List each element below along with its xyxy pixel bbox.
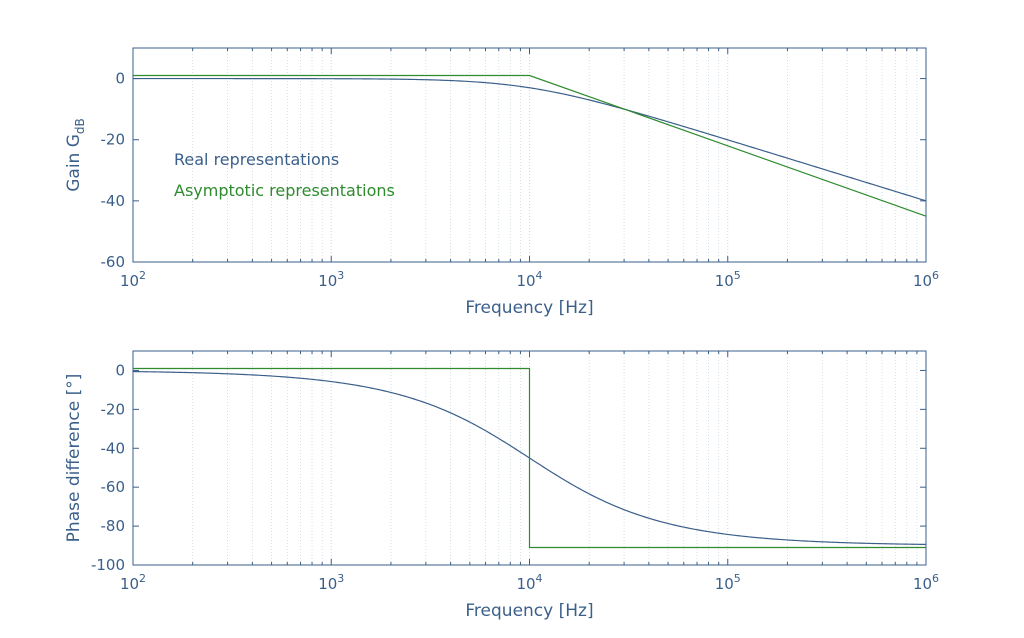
phase-plot: 102 103 104 105 106 0 -20 -40 -60 -80 -100 Frequenc… (64, 350, 939, 621)
y-tick-label: -20 (101, 400, 126, 418)
phase-y-axis-title: Phase difference [°] (64, 374, 84, 543)
phase-series-asymptotic (133, 367, 926, 549)
x-tick-label: 102 (120, 269, 146, 290)
y-tick-label: -40 (101, 439, 126, 457)
x-tick-label: 102 (120, 572, 146, 593)
gain-y-axis-title: Gain GdB (64, 118, 87, 192)
y-tick-label: -60 (101, 478, 126, 496)
legend-entry-real: Real representations (174, 150, 339, 169)
gain-plot: 102 103 104 105 106 0 -20 -40 -60 Frequency [Hz] G… (64, 47, 939, 318)
gain-x-axis-title: Frequency [Hz] (465, 298, 593, 318)
gain-series-real (133, 77, 927, 202)
x-tick-label: 105 (715, 572, 741, 593)
y-tick-label: -100 (91, 556, 125, 574)
x-tick-label: 104 (516, 269, 542, 290)
gain-series-asymptotic (133, 74, 927, 217)
legend-entry-asymptotic: Asymptotic representations (174, 181, 395, 200)
phase-x-axis-title: Frequency [Hz] (465, 601, 593, 621)
x-tick-label: 104 (516, 572, 542, 593)
x-tick-label: 105 (715, 269, 741, 290)
phase-grid (192, 351, 918, 565)
y-tick-label: -60 (101, 253, 126, 271)
y-tick-label: -40 (101, 192, 126, 210)
x-tick-label: 106 (913, 269, 939, 290)
y-tick-label: 0 (115, 70, 125, 88)
x-tick-label: 103 (318, 572, 344, 593)
y-tick-label: 0 (115, 361, 125, 379)
x-tick-label: 106 (913, 572, 939, 593)
x-tick-label: 103 (318, 269, 344, 290)
y-tick-label: -20 (101, 131, 126, 149)
y-tick-label: -80 (101, 517, 126, 535)
